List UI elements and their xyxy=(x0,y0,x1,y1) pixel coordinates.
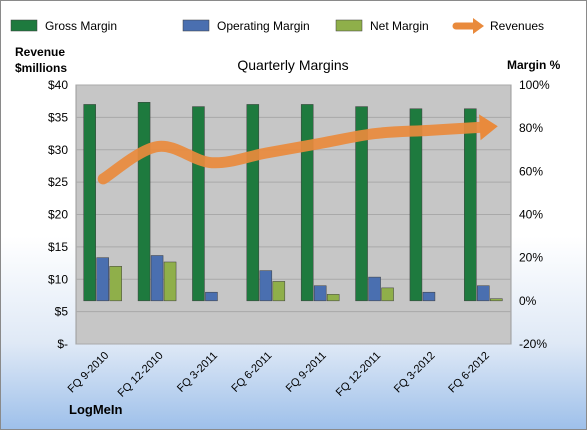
bar-net-margin xyxy=(272,281,286,302)
revenue-line xyxy=(97,114,498,185)
bar-gross-margin xyxy=(355,106,368,302)
revenue-line-path xyxy=(97,121,490,185)
chart-title: Quarterly Margins xyxy=(237,57,348,73)
left-tick-label: $25 xyxy=(48,175,68,189)
left-axis-label-line1: Revenue xyxy=(15,45,65,59)
right-tick-label: 60% xyxy=(519,164,543,178)
company-label: LogMeIn xyxy=(69,402,122,417)
right-tick-label: -20% xyxy=(519,337,547,351)
right-axis-label: Margin % xyxy=(507,58,561,72)
x-tick-label: FQ 6-2011 xyxy=(229,350,274,395)
left-tick-label: $15 xyxy=(48,240,68,254)
left-tick-label: $5 xyxy=(55,305,69,319)
bar-gross-margin xyxy=(83,104,96,302)
x-tick-label: FQ 9-2010 xyxy=(66,350,112,396)
bar-net-margin xyxy=(490,298,503,302)
x-tick-label: FQ 9-2011 xyxy=(284,350,329,395)
left-tick-label: $30 xyxy=(48,143,68,157)
revenue-arrowhead xyxy=(479,114,498,141)
left-axis-label-line2: $millions xyxy=(15,61,67,75)
legend-swatch xyxy=(335,19,363,32)
bar-net-margin xyxy=(109,266,122,302)
bar-operating-margin xyxy=(477,285,490,302)
legend-label: Revenues xyxy=(490,19,544,33)
bar-operating-margin xyxy=(368,276,381,302)
bar-operating-margin xyxy=(96,257,109,302)
legend-label: Net Margin xyxy=(370,19,429,33)
bar-operating-margin xyxy=(259,270,273,302)
legend-label: Gross Margin xyxy=(45,19,117,33)
left-tick-label: $- xyxy=(57,337,68,351)
legend-label: Operating Margin xyxy=(217,19,310,33)
legend-swatch-arrow xyxy=(473,18,484,34)
x-tick-label: FQ 6-2012 xyxy=(446,350,492,396)
left-tick-label: $20 xyxy=(48,208,68,222)
x-tick-label: FQ 3-2012 xyxy=(392,350,438,396)
right-tick-label: 100% xyxy=(519,78,550,92)
bar-gross-margin xyxy=(464,108,477,302)
legend: Gross Margin Operating Margin Net Margin Re… xyxy=(10,18,544,34)
legend-swatch xyxy=(10,19,38,32)
legend-swatch xyxy=(182,19,210,32)
left-tick-label: $10 xyxy=(48,272,68,286)
bar-operating-margin xyxy=(150,255,164,302)
bar-gross-margin xyxy=(192,106,205,302)
bar-gross-margin xyxy=(246,104,260,302)
right-tick-label: 80% xyxy=(519,121,543,135)
x-tick-label: FQ 3-2011 xyxy=(175,350,220,395)
right-tick-label: 40% xyxy=(519,208,543,222)
bar-operating-margin xyxy=(313,285,327,302)
right-tick-label: 0% xyxy=(519,294,537,308)
x-tick-label: FQ 12-2011 xyxy=(334,350,383,399)
bar-net-margin xyxy=(381,287,394,302)
bar-operating-margin xyxy=(205,291,218,302)
bar-net-margin xyxy=(163,261,177,302)
bar-net-margin xyxy=(326,294,340,302)
right-tick-label: 20% xyxy=(519,251,543,265)
bar-operating-margin xyxy=(422,291,436,302)
bar-gross-margin xyxy=(137,102,151,302)
left-tick-label: $40 xyxy=(48,78,68,92)
bar-gross-margin xyxy=(300,104,314,302)
x-tick-label: FQ 12-2010 xyxy=(116,350,166,400)
left-tick-label: $35 xyxy=(48,110,68,124)
bar-gross-margin xyxy=(409,108,423,302)
